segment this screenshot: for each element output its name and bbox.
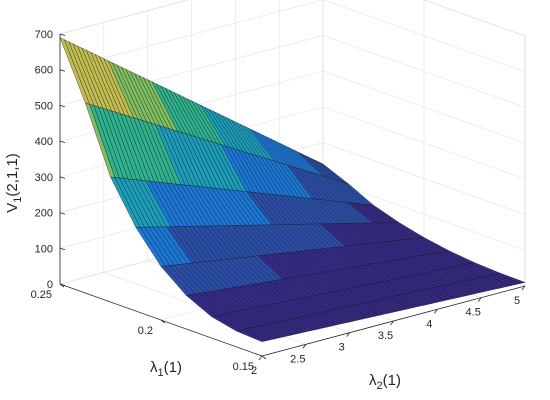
- z-axis-label: V1(2,1,1): [4, 153, 24, 213]
- z-tick-mark: [59, 140, 66, 144]
- y-axis-label: λ1(1): [150, 359, 182, 379]
- z-tick-label: 300: [35, 172, 53, 184]
- x-tick-label: 2.5: [290, 353, 305, 365]
- z-tick-label: 100: [35, 243, 53, 255]
- y-tick-label: 0.2: [138, 325, 153, 337]
- x-tick-label: 3.5: [378, 330, 393, 342]
- x-tick-mark: [390, 320, 394, 326]
- x-tick-mark: [302, 344, 307, 349]
- z-tick-label: 700: [35, 29, 53, 41]
- z-tick-mark: [59, 212, 66, 215]
- z-tick-mark: [59, 105, 66, 108]
- x-tick-label: 2: [251, 365, 257, 377]
- x-tick-mark: [346, 332, 350, 337]
- x-tick-label: 5: [514, 295, 520, 307]
- z-gridline: [423, 0, 526, 37]
- x-tick-label: 4: [426, 318, 432, 330]
- z-tick-label: 400: [35, 136, 53, 148]
- surface-layer: [59, 37, 526, 342]
- y-tick-label: 0.15: [233, 361, 254, 373]
- z-tick-mark: [59, 69, 66, 72]
- x-tick-mark: [521, 285, 526, 291]
- z-tick-mark: [59, 176, 66, 179]
- x-tick-mark: [477, 297, 482, 302]
- z-tick-label: 0: [47, 279, 53, 291]
- x-tick-label: 4.5: [466, 307, 481, 319]
- x-tick-mark: [434, 309, 438, 314]
- y-tick-label: 0.25: [31, 289, 52, 301]
- z-tick-label: 200: [35, 208, 53, 220]
- axes-layer: 2 2.5 3 3.5 4 4.5 5 0.15 0.2 0.250 100 200 300 400 500…: [31, 29, 526, 377]
- x-tick-mark: [258, 355, 263, 361]
- surface-patch: [59, 37, 90, 105]
- z-tick-mark: [59, 247, 66, 251]
- x-axis-label: λ2(1): [369, 372, 401, 392]
- y-tick-mark: [160, 319, 166, 324]
- z-tick-label: 600: [35, 65, 53, 77]
- x-tick-label: 3: [339, 342, 345, 354]
- y-tick-mark: [261, 355, 267, 360]
- z-tick-mark: [59, 283, 66, 286]
- z-tick-mark: [59, 33, 66, 36]
- z-tick-label: 500: [35, 100, 53, 112]
